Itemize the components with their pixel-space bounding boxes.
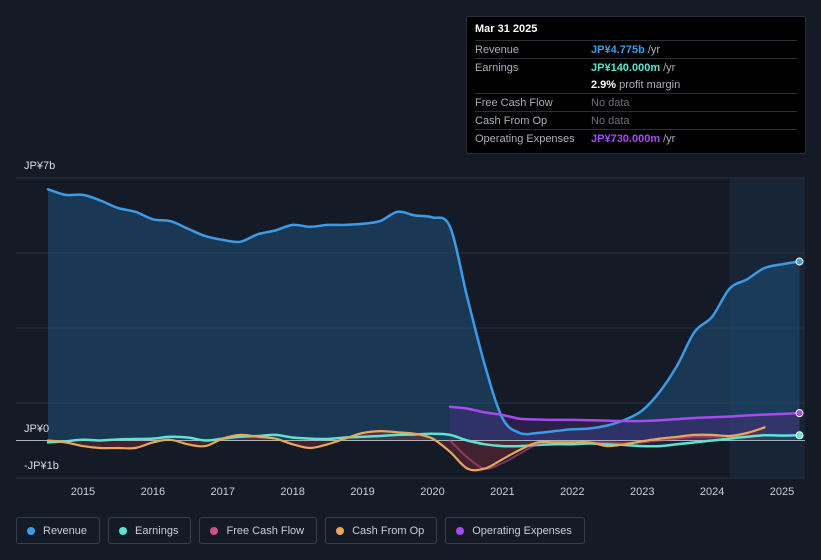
tooltip-unit: /yr bbox=[647, 43, 661, 56]
tooltip-label: Free Cash Flow bbox=[475, 96, 553, 109]
series-end-markers bbox=[795, 257, 804, 440]
legend-dot-icon bbox=[456, 526, 465, 535]
x-tick-label: 2024 bbox=[700, 486, 724, 498]
x-tick-label: 2021 bbox=[490, 486, 514, 498]
series-lines bbox=[46, 188, 801, 472]
marker-revenue bbox=[795, 257, 804, 266]
legend-label: Revenue bbox=[43, 524, 88, 537]
tooltip-unit: /yr bbox=[663, 132, 676, 145]
tooltip-unit: profit margin bbox=[619, 78, 681, 91]
tooltip-row-earnings: Earnings JP¥140.000m /yr bbox=[475, 58, 797, 76]
legend-label: Earnings bbox=[135, 524, 179, 537]
x-tick-label: 2017 bbox=[211, 486, 235, 498]
legend-item-revenue[interactable]: Revenue bbox=[16, 517, 101, 544]
line-earnings bbox=[46, 432, 801, 448]
area-revenue bbox=[48, 189, 800, 441]
tooltip-value: JP¥140.000m bbox=[591, 61, 661, 74]
legend-dot-icon bbox=[336, 526, 345, 535]
x-tick-label: 2023 bbox=[630, 486, 654, 498]
x-tick-label: 2016 bbox=[141, 486, 165, 498]
tooltip-label: Earnings bbox=[475, 61, 519, 74]
tooltip-label: Cash From Op bbox=[475, 114, 548, 127]
data-tooltip: Mar 31 2025 Revenue JP¥4.775b /yr Earnin… bbox=[466, 16, 806, 154]
tooltip-row-operating-expenses: Operating Expenses JP¥730.000m /yr bbox=[475, 129, 797, 147]
line-free-cash-flow bbox=[449, 426, 766, 470]
tooltip-label: Operating Expenses bbox=[475, 132, 575, 145]
x-tick-label: 2020 bbox=[420, 486, 444, 498]
tooltip-value: 2.9% bbox=[591, 78, 617, 91]
x-axis-ticks: 2015 2016 2017 2018 2019 2020 2021 2022 2023 2024… bbox=[71, 486, 795, 498]
tooltip-row-revenue: Revenue JP¥4.775b /yr bbox=[475, 40, 797, 58]
tooltip-label: Revenue bbox=[475, 43, 520, 56]
legend-label: Operating Expenses bbox=[472, 524, 572, 537]
legend-label: Cash From Op bbox=[352, 524, 425, 537]
line-revenue bbox=[46, 188, 801, 436]
x-tick-label: 2019 bbox=[350, 486, 374, 498]
tooltip-unit: /yr bbox=[663, 61, 676, 74]
tooltip-value: JP¥730.000m bbox=[591, 132, 661, 145]
legend-dot-icon bbox=[27, 526, 35, 535]
marker-earnings bbox=[795, 431, 804, 440]
tooltip-row-free-cash-flow: Free Cash Flow No data bbox=[475, 93, 797, 111]
line-cash-from-op bbox=[46, 426, 766, 472]
tooltip-row-cash-from-op: Cash From Op No data bbox=[475, 111, 797, 129]
line-operating-expenses bbox=[448, 405, 801, 423]
x-tick-label: 2022 bbox=[560, 486, 584, 498]
tooltip-value: JP¥4.775b bbox=[591, 43, 645, 56]
marker-operating-expenses bbox=[795, 409, 804, 418]
x-tick-label: 2025 bbox=[770, 486, 794, 498]
tooltip-date: Mar 31 2025 bbox=[475, 23, 538, 35]
series-areas bbox=[48, 189, 800, 471]
tooltip-value: No data bbox=[591, 114, 630, 127]
x-tick-label: 2015 bbox=[71, 486, 95, 498]
tooltip-row-profit-margin: 2.9% profit margin bbox=[475, 76, 797, 93]
chart-legend: Revenue Earnings Free Cash Flow Cash Fro… bbox=[16, 517, 585, 544]
y-axis-label-zero: JP¥0 bbox=[24, 423, 50, 435]
legend-label: Free Cash Flow bbox=[226, 524, 305, 537]
legend-dot-icon bbox=[119, 526, 128, 535]
chart-canvas: 2015 2016 2017 2018 2019 2020 2021 2022 2023 2024… bbox=[16, 177, 805, 498]
legend-item-cash-from-op[interactable]: Cash From Op bbox=[325, 517, 438, 544]
legend-item-free-cash-flow[interactable]: Free Cash Flow bbox=[199, 517, 318, 544]
x-tick-label: 2018 bbox=[280, 486, 304, 498]
y-axis-label-bottom: -JP¥1b bbox=[24, 460, 59, 472]
legend-item-operating-expenses[interactable]: Operating Expenses bbox=[445, 517, 585, 544]
legend-dot-icon bbox=[210, 526, 219, 535]
legend-item-earnings[interactable]: Earnings bbox=[108, 517, 192, 544]
y-axis-label-top: JP¥7b bbox=[24, 160, 56, 172]
tooltip-value: No data bbox=[591, 96, 630, 109]
